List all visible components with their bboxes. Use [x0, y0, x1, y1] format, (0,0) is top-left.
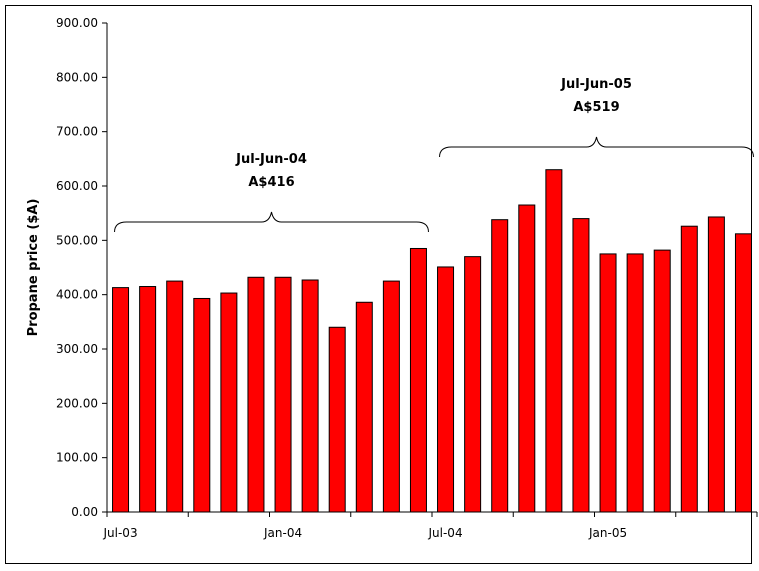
bar-Jan-05 [599, 253, 617, 513]
annotations: Jul-Jun-04 A$416 Jul-Jun-05 A$519 [114, 77, 754, 233]
y-tick-label: 800.00 [56, 70, 98, 84]
annotation-brace [114, 211, 429, 233]
labels: 0.00 100.00 200.00 300.00 400.00 500.00 600.00… [26, 16, 627, 540]
x-tick-label: Jul-04 [428, 526, 463, 540]
bar-Oct-03 [193, 297, 211, 513]
y-tick-label: 400.00 [56, 288, 98, 302]
x-tick-label: Jan-05 [588, 526, 627, 540]
bar-Apr-04 [355, 301, 373, 513]
bar-Feb-04 [301, 279, 319, 513]
bar-Nov-03 [220, 292, 238, 513]
annotation-label: Jul-Jun-04 [235, 152, 307, 167]
bar-Jul-03 [112, 287, 130, 513]
y-tick-label: 200.00 [56, 396, 98, 410]
bar-Oct-04 [518, 204, 536, 513]
bar-May-04 [382, 280, 400, 513]
bar-Mar-04 [328, 326, 346, 513]
y-tick-label: 900.00 [56, 16, 98, 30]
bar-Apr-05 [680, 225, 698, 513]
bar-Sep-03 [166, 280, 184, 513]
bar-Jun-05 [734, 233, 752, 513]
y-tick-label: 100.00 [56, 451, 98, 465]
y-tick-label: 600.00 [56, 179, 98, 193]
annotation-value: A$416 [248, 175, 294, 190]
bar-Nov-04 [545, 169, 563, 513]
bar-May-05 [707, 216, 725, 513]
bar-Jun-04 [409, 247, 427, 513]
y-tick-label: 300.00 [56, 342, 98, 356]
bar-Dec-04 [572, 218, 590, 513]
annotation-brace [439, 136, 754, 158]
bar-Aug-04 [464, 256, 482, 513]
y-tick-label: 0.00 [71, 505, 98, 519]
bar-Jan-04 [274, 276, 292, 513]
bars [112, 169, 752, 513]
annotation-label: Jul-Jun-05 [560, 77, 632, 92]
bar-Dec-03 [247, 276, 265, 513]
x-tick-label: Jan-04 [263, 526, 302, 540]
bar-Mar-05 [653, 249, 671, 513]
bar-Aug-03 [139, 286, 157, 513]
y-tick-label: 500.00 [56, 233, 98, 247]
bar-Sep-04 [491, 219, 509, 513]
axes [102, 22, 758, 517]
y-axis-title: Propane price ($A) [26, 199, 41, 337]
bar-Jul-04 [437, 266, 455, 513]
y-tick-label: 700.00 [56, 125, 98, 139]
bar-Feb-05 [626, 253, 644, 513]
x-tick-label: Jul-03 [103, 526, 138, 540]
annotation-value: A$519 [573, 100, 619, 115]
